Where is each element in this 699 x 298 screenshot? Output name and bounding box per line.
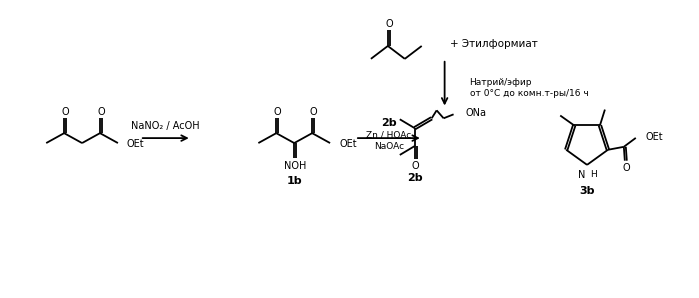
Text: O: O — [622, 163, 630, 173]
Text: NOH: NOH — [284, 161, 306, 171]
Text: O: O — [62, 107, 69, 117]
Text: 2b: 2b — [381, 118, 396, 128]
Text: OEt: OEt — [339, 139, 356, 149]
Text: H: H — [590, 170, 597, 179]
Text: Натрий/эфир: Натрий/эфир — [470, 78, 532, 87]
Text: 2b: 2b — [407, 173, 423, 183]
Text: ONa: ONa — [466, 108, 487, 118]
Text: O: O — [412, 161, 419, 171]
Text: OEt: OEt — [127, 139, 145, 149]
Text: 3b: 3b — [579, 186, 595, 195]
Text: O: O — [310, 107, 317, 117]
Text: + Этилформиат: + Этилформиат — [449, 39, 538, 49]
Text: O: O — [273, 107, 281, 117]
Text: NaOAc: NaOAc — [374, 142, 404, 150]
Text: O: O — [385, 19, 393, 29]
Text: OEt: OEt — [646, 132, 663, 142]
Text: Zn / HOAc: Zn / HOAc — [366, 131, 412, 140]
Text: от 0°C до комн.т-ры/16 ч: от 0°C до комн.т-ры/16 ч — [470, 89, 588, 98]
Text: O: O — [97, 107, 105, 117]
Text: 1b: 1b — [287, 176, 302, 186]
Text: NaNO₂ / AcOH: NaNO₂ / AcOH — [131, 121, 200, 131]
Text: N: N — [577, 170, 585, 180]
